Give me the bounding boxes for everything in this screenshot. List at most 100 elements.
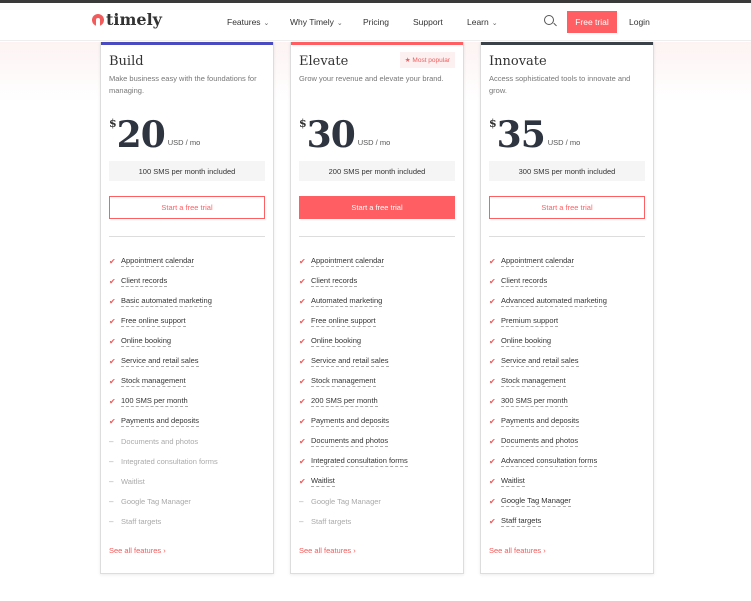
feature-item[interactable]: ✔ Advanced consultation forms (489, 451, 645, 471)
logo[interactable]: timely (92, 10, 162, 29)
see-all-features-link[interactable]: See all features › (299, 546, 356, 555)
feature-item[interactable]: ✔ Payments and deposits (109, 411, 265, 431)
feature-label: Documents and photos (311, 435, 389, 447)
start-free-trial-button[interactable]: Start a free trial (299, 196, 455, 219)
feature-item[interactable]: ✔ Appointment calendar (109, 251, 265, 271)
free-trial-button[interactable]: Free trial (567, 11, 617, 33)
price-period: USD / mo (547, 138, 581, 147)
feature-item[interactable]: ✔ Waitlist (489, 471, 645, 491)
feature-item[interactable]: ✔ Automated marketing (299, 291, 455, 311)
feature-label: Appointment calendar (311, 255, 384, 267)
feature-item[interactable]: ✔ Service and retail sales (299, 351, 455, 371)
feature-item[interactable]: ✔ Online booking (299, 331, 455, 351)
feature-label: Service and retail sales (121, 355, 199, 367)
feature-item[interactable]: ✔ Payments and deposits (489, 411, 645, 431)
feature-label: Appointment calendar (501, 255, 574, 267)
feature-item[interactable]: ✔ Advanced automated marketing (489, 291, 645, 311)
feature-label: Client records (121, 275, 168, 287)
feature-label: Stock management (501, 375, 566, 387)
check-icon: ✔ (489, 516, 496, 526)
plan-price: $30 USD / mo (299, 117, 455, 153)
dash-icon: – (109, 496, 114, 506)
feature-label: Integrated consultation forms (311, 455, 408, 467)
divider (109, 236, 265, 237)
feature-item[interactable]: ✔ Online booking (109, 331, 265, 351)
plan-accent-bar (291, 42, 463, 45)
see-all-features-link[interactable]: See all features › (109, 546, 166, 555)
nav-why-timely[interactable]: Why Timely ⌄ (290, 17, 343, 27)
chevron-down-icon: ⌄ (336, 20, 343, 27)
plan-accent-bar (481, 42, 653, 45)
check-icon: ✔ (109, 376, 116, 386)
feature-item[interactable]: ✔ Client records (299, 271, 455, 291)
start-free-trial-button[interactable]: Start a free trial (109, 196, 265, 219)
chevron-down-icon: ⌄ (263, 20, 270, 27)
feature-item[interactable]: ✔ 100 SMS per month (109, 391, 265, 411)
feature-item[interactable]: ✔ Integrated consultation forms (299, 451, 455, 471)
feature-label: Payments and deposits (121, 415, 199, 427)
feature-label: Google Tag Manager (311, 496, 381, 506)
check-icon: ✔ (489, 416, 496, 426)
feature-item[interactable]: ✔ 300 SMS per month (489, 391, 645, 411)
feature-item: – Google Tag Manager (109, 491, 265, 511)
check-icon: ✔ (299, 396, 306, 406)
feature-item[interactable]: ✔ Free online support (109, 311, 265, 331)
check-icon: ✔ (109, 276, 116, 286)
plan-body: Elevate Grow your revenue and elevate you… (291, 54, 463, 555)
feature-label: Advanced consultation forms (501, 455, 598, 467)
feature-item[interactable]: ✔ Documents and photos (299, 431, 455, 451)
feature-label: Online booking (121, 335, 172, 347)
dash-icon: – (109, 476, 114, 486)
see-all-features-link[interactable]: See all features › (489, 546, 546, 555)
plan-description: Make business easy with the foundations … (109, 74, 257, 95)
nav-support[interactable]: Support (413, 17, 443, 27)
nav-learn[interactable]: Learn ⌄ (467, 17, 498, 27)
feature-item[interactable]: ✔ Client records (109, 271, 265, 291)
currency-symbol: $ (489, 117, 497, 130)
check-icon: ✔ (299, 476, 306, 486)
feature-item[interactable]: ✔ Appointment calendar (299, 251, 455, 271)
feature-item[interactable]: ✔ Stock management (299, 371, 455, 391)
feature-item[interactable]: ✔ Premium support (489, 311, 645, 331)
feature-item[interactable]: ✔ Service and retail sales (489, 351, 645, 371)
feature-label: Stock management (121, 375, 186, 387)
feature-item[interactable]: ✔ Documents and photos (489, 431, 645, 451)
feature-list: ✔ Appointment calendar ✔ Client records ✔ Bas… (109, 251, 265, 531)
nav-features[interactable]: Features ⌄ (227, 17, 269, 27)
sms-included: 100 SMS per month included (109, 161, 265, 181)
nav-label: Support (413, 17, 443, 27)
start-free-trial-button[interactable]: Start a free trial (489, 196, 645, 219)
dash-icon: – (109, 516, 114, 526)
feature-label: Staff targets (121, 516, 162, 526)
feature-label: Client records (501, 275, 548, 287)
check-icon: ✔ (489, 296, 496, 306)
check-icon: ✔ (489, 316, 496, 326)
feature-item[interactable]: ✔ Payments and deposits (299, 411, 455, 431)
nav-pricing[interactable]: Pricing (363, 17, 389, 27)
feature-item[interactable]: ✔ Stock management (489, 371, 645, 391)
price-period: USD / mo (167, 138, 201, 147)
feature-item[interactable]: ✔ Staff targets (489, 511, 645, 531)
check-icon: ✔ (109, 256, 116, 266)
check-icon: ✔ (489, 256, 496, 266)
divider (299, 236, 455, 237)
nav-label: Pricing (363, 17, 389, 27)
feature-item[interactable]: ✔ Client records (489, 271, 645, 291)
check-icon: ✔ (299, 456, 306, 466)
plan-description: Access sophisticated tools to innovate a… (489, 74, 631, 95)
feature-label: Online booking (311, 335, 362, 347)
feature-item[interactable]: ✔ 200 SMS per month (299, 391, 455, 411)
feature-item[interactable]: ✔ Basic automated marketing (109, 291, 265, 311)
feature-item[interactable]: ✔ Stock management (109, 371, 265, 391)
feature-label: Automated marketing (311, 295, 383, 307)
feature-item[interactable]: ✔ Service and retail sales (109, 351, 265, 371)
feature-item[interactable]: ✔ Waitlist (299, 471, 455, 491)
feature-item[interactable]: ✔ Free online support (299, 311, 455, 331)
search-icon[interactable] (544, 15, 554, 25)
feature-label: 100 SMS per month (121, 395, 188, 407)
feature-item[interactable]: ✔ Online booking (489, 331, 645, 351)
feature-item[interactable]: ✔ Appointment calendar (489, 251, 645, 271)
login-link[interactable]: Login (629, 17, 650, 27)
plan-accent-bar (101, 42, 273, 45)
feature-item[interactable]: ✔ Google Tag Manager (489, 491, 645, 511)
